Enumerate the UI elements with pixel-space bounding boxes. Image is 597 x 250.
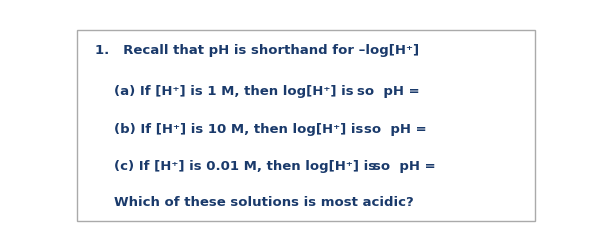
- Text: so  pH =: so pH =: [373, 160, 436, 172]
- Text: so  pH =: so pH =: [357, 84, 420, 98]
- Text: (a) If [H⁺] is 1 M, then log[H⁺] is: (a) If [H⁺] is 1 M, then log[H⁺] is: [114, 84, 353, 98]
- Text: 1.   Recall that pH is shorthand for –log[H⁺]: 1. Recall that pH is shorthand for –log[…: [96, 44, 420, 57]
- Text: Which of these solutions is most acidic?: Which of these solutions is most acidic?: [114, 195, 414, 208]
- Text: so  pH =: so pH =: [364, 122, 426, 135]
- Text: (b) If [H⁺] is 10 M, then log[H⁺] is: (b) If [H⁺] is 10 M, then log[H⁺] is: [114, 122, 364, 135]
- FancyBboxPatch shape: [77, 31, 535, 222]
- Text: (c) If [H⁺] is 0.01 M, then log[H⁺] is: (c) If [H⁺] is 0.01 M, then log[H⁺] is: [114, 160, 376, 172]
